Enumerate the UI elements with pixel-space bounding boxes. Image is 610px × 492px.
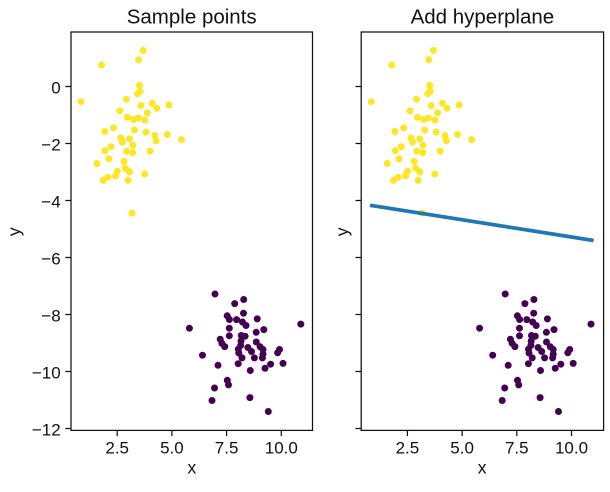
svg-text:5.0: 5.0	[450, 439, 474, 458]
svg-text:5.0: 5.0	[160, 439, 184, 458]
svg-text:Sample points: Sample points	[127, 6, 257, 29]
svg-text:−2: −2	[41, 136, 60, 155]
svg-text:10.0: 10.0	[265, 439, 298, 458]
svg-text:y: y	[4, 227, 24, 236]
svg-text:10.0: 10.0	[555, 439, 588, 458]
svg-text:2.5: 2.5	[396, 439, 420, 458]
svg-text:0: 0	[51, 79, 60, 98]
svg-text:−10: −10	[32, 364, 61, 383]
svg-text:x: x	[188, 457, 197, 477]
svg-text:7.5: 7.5	[505, 439, 529, 458]
svg-text:7.5: 7.5	[215, 439, 239, 458]
svg-text:−4: −4	[41, 193, 60, 212]
svg-text:x: x	[478, 457, 487, 477]
svg-text:Add hyperplane: Add hyperplane	[411, 6, 555, 29]
svg-text:−12: −12	[32, 421, 61, 440]
svg-text:y: y	[332, 227, 352, 236]
svg-text:−6: −6	[41, 250, 60, 269]
svg-text:2.5: 2.5	[105, 439, 129, 458]
svg-text:−8: −8	[41, 307, 60, 326]
